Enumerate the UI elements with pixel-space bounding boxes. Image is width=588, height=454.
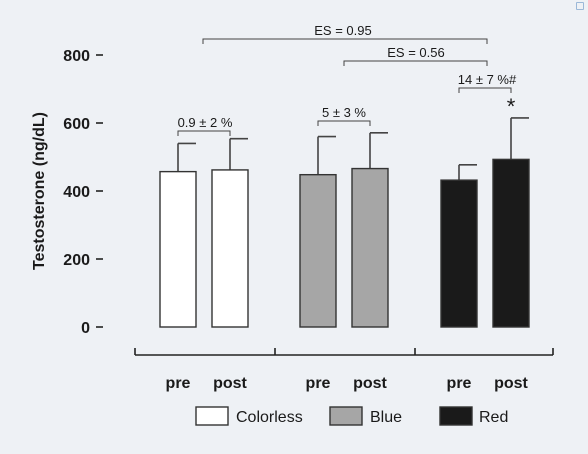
red-change-label: 14 ± 7 %# bbox=[458, 72, 517, 87]
x-tick-label: post bbox=[353, 375, 387, 392]
corner-expand-icon bbox=[576, 2, 584, 10]
legend-label-blue: Blue bbox=[370, 409, 402, 426]
significance-star: * bbox=[507, 94, 516, 119]
chart-bars: pre post pre post pre post bbox=[159, 117, 530, 392]
bar-colorless-pre bbox=[159, 170, 197, 328]
es-red-colorless-label: ES = 0.95 bbox=[314, 23, 371, 38]
blue-change-label: 5 ± 3 % bbox=[322, 105, 366, 120]
bracket-es-red-colorless bbox=[202, 38, 488, 44]
x-tick-label: post bbox=[213, 375, 247, 392]
bracket-colorless bbox=[177, 130, 231, 136]
bracket-es-red-blue bbox=[343, 60, 488, 66]
es-red-blue-label: ES = 0.56 bbox=[387, 45, 444, 60]
bar-blue-pre bbox=[299, 173, 337, 328]
x-tick-label: pre bbox=[447, 375, 472, 392]
y-axis-label: Testosterone (ng/dL) bbox=[31, 112, 48, 270]
bar-blue-post bbox=[351, 167, 389, 328]
chart-annotations: 0.9 ± 2 % 5 ± 3 % 14 ± 7 %# ES = 0.95 ES = 0… bbox=[177, 23, 517, 136]
bar-colorless-post bbox=[211, 169, 249, 328]
y-tick-label: 0 bbox=[81, 320, 90, 337]
chart-axes: 0 200 400 600 800 Testosterone (ng/dL) bbox=[31, 48, 554, 356]
bracket-red bbox=[458, 87, 512, 93]
chart-legend: Colorless Blue Red bbox=[195, 406, 508, 426]
legend-label-red: Red bbox=[479, 409, 508, 426]
x-tick-label: pre bbox=[306, 375, 331, 392]
colorless-change-label: 0.9 ± 2 % bbox=[178, 115, 233, 130]
legend-swatch-blue bbox=[329, 406, 363, 426]
y-tick-label: 600 bbox=[63, 116, 90, 133]
legend-label-colorless: Colorless bbox=[236, 409, 303, 426]
legend-swatch-colorless bbox=[195, 406, 229, 426]
legend-swatch-red bbox=[439, 406, 473, 426]
bar-red-post bbox=[492, 158, 530, 328]
bracket-blue bbox=[317, 120, 371, 126]
x-tick-label: post bbox=[494, 375, 528, 392]
x-tick-label: pre bbox=[166, 375, 191, 392]
bar-red-pre bbox=[440, 179, 478, 328]
y-tick-label: 200 bbox=[63, 252, 90, 269]
y-tick-label: 800 bbox=[63, 48, 90, 65]
y-tick-label: 400 bbox=[63, 184, 90, 201]
